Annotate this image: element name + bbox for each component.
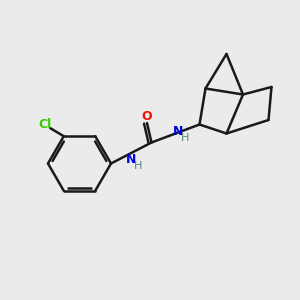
- Text: H: H: [134, 161, 142, 171]
- Text: O: O: [141, 110, 152, 123]
- Text: N: N: [126, 153, 136, 167]
- Text: N: N: [173, 124, 184, 138]
- Text: Cl: Cl: [38, 118, 52, 131]
- Text: H: H: [181, 133, 189, 143]
